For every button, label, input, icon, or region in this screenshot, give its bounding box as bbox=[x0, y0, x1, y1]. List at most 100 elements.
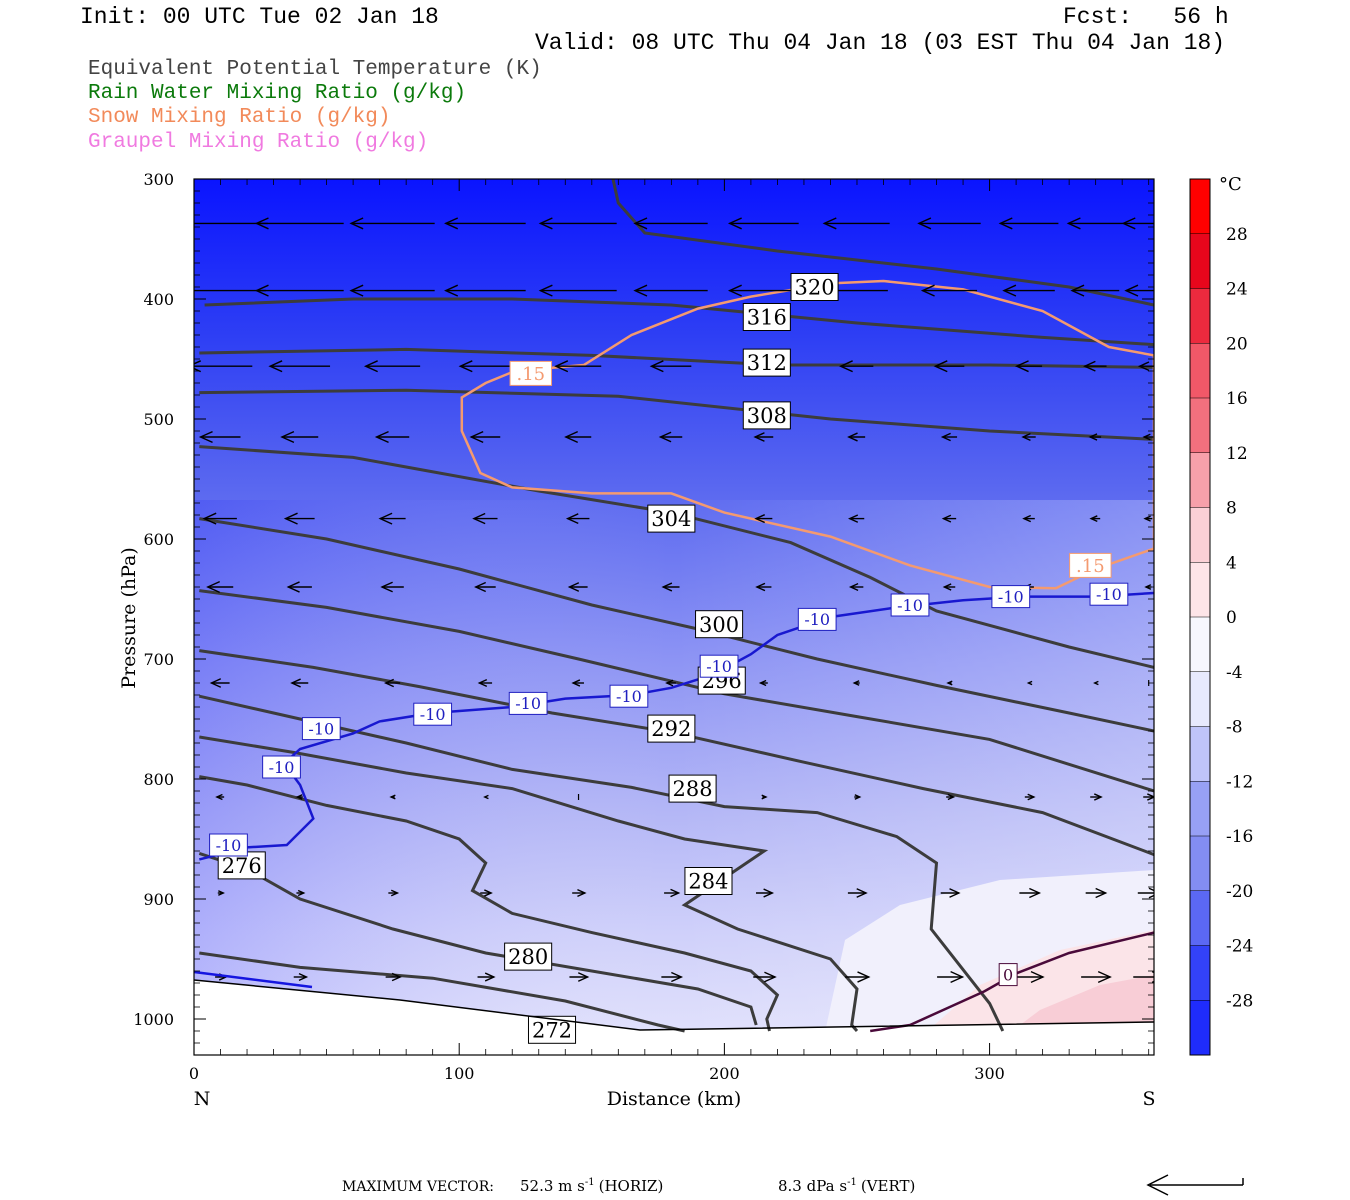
y-axis-title: Pressure (hPa) bbox=[118, 547, 140, 689]
temperature-minus10-label-8-box bbox=[890, 593, 930, 617]
wind-vector-9-1 bbox=[293, 973, 309, 981]
colorbar-segment-4 bbox=[1190, 507, 1210, 563]
wind-vector-6-5 bbox=[665, 679, 676, 687]
wind-vector-head bbox=[363, 360, 378, 373]
wind-vector-head bbox=[469, 430, 484, 444]
wind-vector-head bbox=[758, 679, 767, 687]
wind-vector-0-0 bbox=[194, 222, 268, 225]
wind-vector-4-8 bbox=[941, 514, 957, 523]
wind-vector-head bbox=[202, 512, 217, 525]
wind-vector-head bbox=[1066, 217, 1081, 230]
snow-mixing-label-1: .15 bbox=[1069, 552, 1112, 578]
theta-e-label-300-text: 300 bbox=[699, 613, 739, 637]
colorbar-segment--28 bbox=[1190, 945, 1210, 1001]
wind-vector-head bbox=[484, 972, 496, 982]
colorbar-label--8: -8 bbox=[1226, 718, 1243, 738]
temperature-minus10-label-6: -10 bbox=[699, 654, 739, 678]
wind-vector-head bbox=[856, 888, 868, 898]
wind-vector-8-6 bbox=[755, 888, 775, 898]
snow-mixing-label-1-text: .15 bbox=[1076, 556, 1105, 577]
wind-vector-head bbox=[483, 794, 489, 800]
temperature-minus10-label-9: -10 bbox=[991, 585, 1031, 609]
wind-vector-8-9 bbox=[1019, 887, 1042, 899]
wind-vector-2-7 bbox=[838, 360, 874, 373]
wind-vector-head bbox=[477, 679, 488, 687]
wind-vector-head bbox=[633, 217, 648, 230]
wind-vector-0-1 bbox=[254, 217, 344, 230]
colorbar-label-16: 16 bbox=[1226, 389, 1248, 409]
temperature-minus10-label-1-box bbox=[262, 755, 301, 779]
wind-vector-head bbox=[665, 679, 674, 687]
theta-e-contour-288 bbox=[198, 694, 1005, 1032]
temperature-minus10-label-3: -10 bbox=[413, 702, 453, 726]
wind-vector-3-3 bbox=[469, 430, 501, 444]
temperature-minus10-label-1: -10 bbox=[262, 755, 301, 779]
wind-vector-9-11 bbox=[1133, 970, 1154, 984]
wind-vector-head bbox=[920, 284, 935, 297]
temperature-minus10-label-9-box bbox=[991, 585, 1031, 609]
wind-vector-2-3 bbox=[458, 360, 512, 373]
wind-vector-head bbox=[1022, 514, 1032, 523]
wind-vector-head bbox=[286, 581, 300, 593]
theta-e-contour-316 bbox=[204, 297, 1154, 347]
temperature-minus10-label-10-text: -10 bbox=[1096, 585, 1122, 604]
wind-vector-7-2 bbox=[389, 794, 396, 800]
wind-vector-head bbox=[848, 514, 859, 523]
snow-mixing-contour bbox=[460, 279, 1154, 590]
colorbar-segment-20 bbox=[1190, 288, 1210, 344]
wind-vector-head bbox=[1027, 793, 1036, 801]
plot-frame bbox=[193, 178, 1155, 1056]
wind-vector-head bbox=[1089, 515, 1098, 523]
wind-vector-9-9 bbox=[1015, 970, 1045, 984]
wind-vector-3-8 bbox=[940, 432, 958, 442]
wind-vector-4-7 bbox=[848, 514, 865, 523]
temperature-minus10-label-2-text: -10 bbox=[308, 719, 334, 738]
wind-vector-head bbox=[942, 583, 952, 591]
wind-vector-8-11 bbox=[1137, 887, 1154, 899]
wind-vector-8-1 bbox=[296, 889, 306, 897]
temperature-minus10-label-7: -10 bbox=[797, 607, 837, 631]
temperature-minus10-label-4-text: -10 bbox=[515, 694, 541, 713]
wind-vector-head bbox=[538, 284, 553, 297]
temperature-minus10-label-5-text: -10 bbox=[616, 687, 642, 706]
theta-e-label-304: 304 bbox=[647, 504, 696, 533]
snow-mixing-label-0-text: .15 bbox=[516, 364, 545, 385]
wind-vector-head bbox=[670, 888, 681, 898]
wind-vector-head bbox=[940, 432, 951, 442]
colorbar-label--16: -16 bbox=[1226, 827, 1253, 847]
theta-e-label-284: 284 bbox=[684, 867, 733, 895]
wind-vector-0-6 bbox=[727, 217, 799, 230]
valid-time-label: Valid: 08 UTC Thu 04 Jan 18 (03 EST Thu … bbox=[535, 30, 1226, 56]
wind-vector-3-6 bbox=[753, 432, 774, 442]
theta-e-contour-296 bbox=[199, 589, 1154, 793]
wind-vector-head bbox=[374, 430, 389, 444]
wind-vector-5-2 bbox=[380, 581, 404, 593]
colorbar-label--28: -28 bbox=[1226, 991, 1253, 1011]
theta-e-label-280: 280 bbox=[504, 942, 553, 971]
wind-vector-0-9 bbox=[998, 217, 1059, 230]
theta-e-label-300-box bbox=[695, 610, 744, 639]
wind-vector-head bbox=[538, 217, 553, 230]
wind-vector-9-6 bbox=[753, 971, 777, 983]
theta-e-label-312: 312 bbox=[742, 348, 791, 377]
colorbar-segment--32 bbox=[1190, 1000, 1210, 1055]
wind-vector-9-10 bbox=[1081, 970, 1112, 984]
wind-vector-head bbox=[1143, 515, 1151, 522]
wind-vector-head bbox=[206, 581, 220, 593]
temperature-minus10-label-0-text: -10 bbox=[216, 836, 242, 855]
wind-vector-3-5 bbox=[658, 431, 683, 443]
footer-horiz-exponent: -1 bbox=[585, 1177, 595, 1188]
wind-vector-0-10 bbox=[1066, 217, 1123, 230]
wind-vector-head bbox=[474, 581, 487, 593]
wind-vector-head bbox=[1121, 217, 1136, 230]
wind-vector-head bbox=[1095, 887, 1108, 899]
wind-vector-head bbox=[1094, 793, 1103, 801]
wind-vector-3-4 bbox=[564, 431, 592, 443]
snow-mixing-label-1-box bbox=[1069, 552, 1112, 578]
wind-vector-head bbox=[254, 217, 269, 230]
wind-vector-4-3 bbox=[472, 512, 498, 525]
wind-vector-8-10 bbox=[1085, 887, 1108, 899]
wind-vector-head bbox=[280, 430, 295, 444]
colorbar-segment--24 bbox=[1190, 890, 1210, 946]
wind-vector-9-3 bbox=[477, 972, 496, 982]
